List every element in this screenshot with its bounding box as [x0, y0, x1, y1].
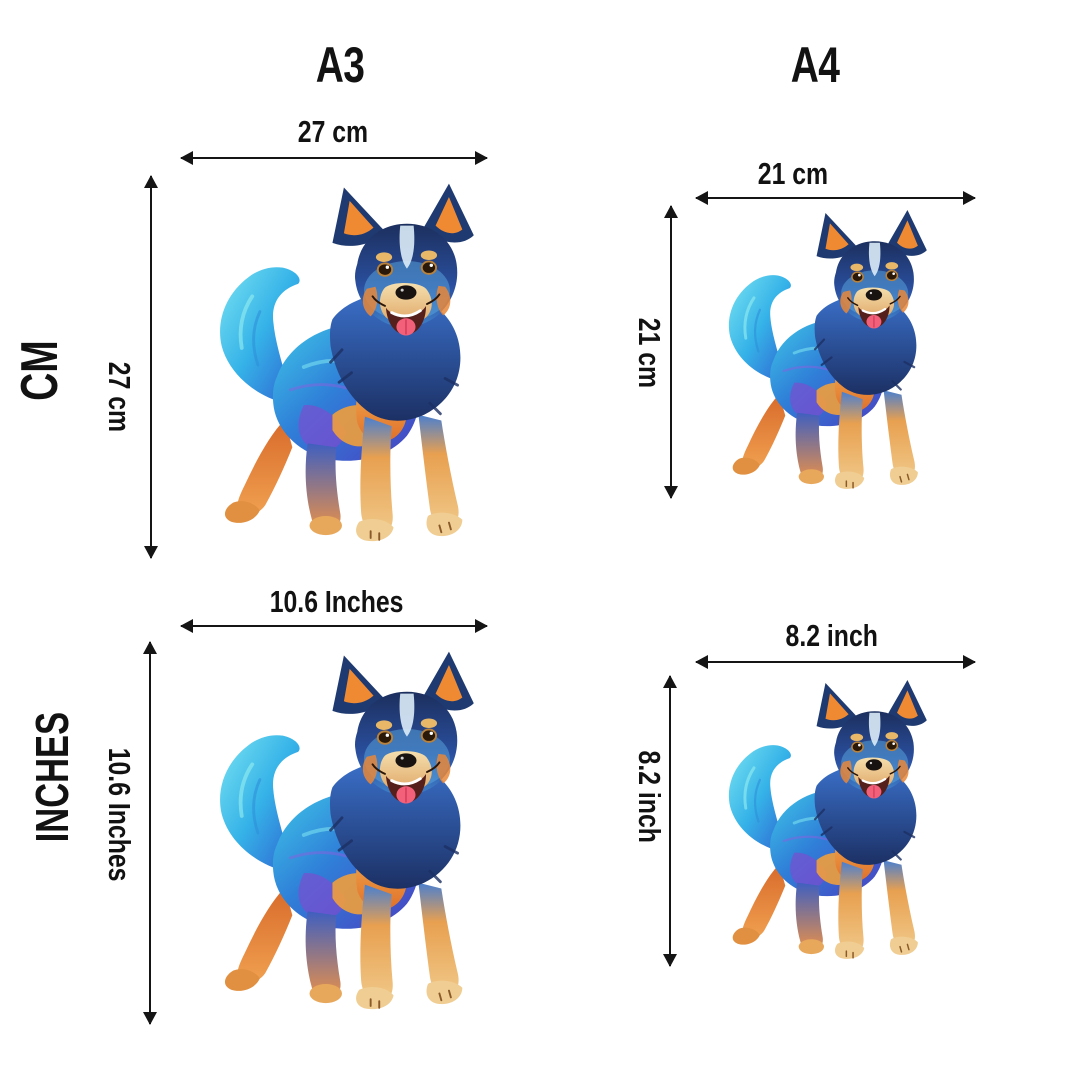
- unit-row-label-cm: CM: [11, 340, 69, 402]
- height-arrow: [142, 641, 157, 1025]
- unit-row-label-inches: INCHES: [26, 711, 78, 843]
- paper-size-a3-heading: A3: [240, 40, 440, 90]
- width-arrow: [180, 150, 488, 165]
- width-dimension-label: 21 cm: [757, 156, 829, 191]
- width-arrow: [695, 654, 976, 669]
- height-dimension-label: 10.6 Inches: [102, 748, 138, 882]
- paper-size-a3-heading-text: A3: [315, 37, 365, 93]
- width-dimension-label: 27 cm: [297, 114, 369, 149]
- width-dimension-label: 8.2 inch: [785, 618, 879, 653]
- paper-size-a4-heading-text: A4: [790, 37, 840, 93]
- dog-illustration: [704, 204, 944, 502]
- height-arrow: [143, 175, 158, 559]
- dog-illustration: [188, 176, 496, 558]
- height-dimension-label: 8.2 inch: [632, 750, 668, 844]
- dog-illustration: [704, 674, 944, 972]
- height-arrow: [662, 675, 677, 967]
- dog-illustration: [188, 644, 496, 1026]
- width-arrow: [180, 618, 488, 633]
- paper-size-a4-heading: A4: [715, 40, 915, 90]
- width-arrow: [695, 190, 976, 205]
- width-dimension-label: 10.6 Inches: [270, 584, 404, 619]
- height-dimension-label: 27 cm: [102, 361, 138, 433]
- height-arrow: [663, 205, 678, 499]
- height-dimension-label: 21 cm: [632, 317, 668, 389]
